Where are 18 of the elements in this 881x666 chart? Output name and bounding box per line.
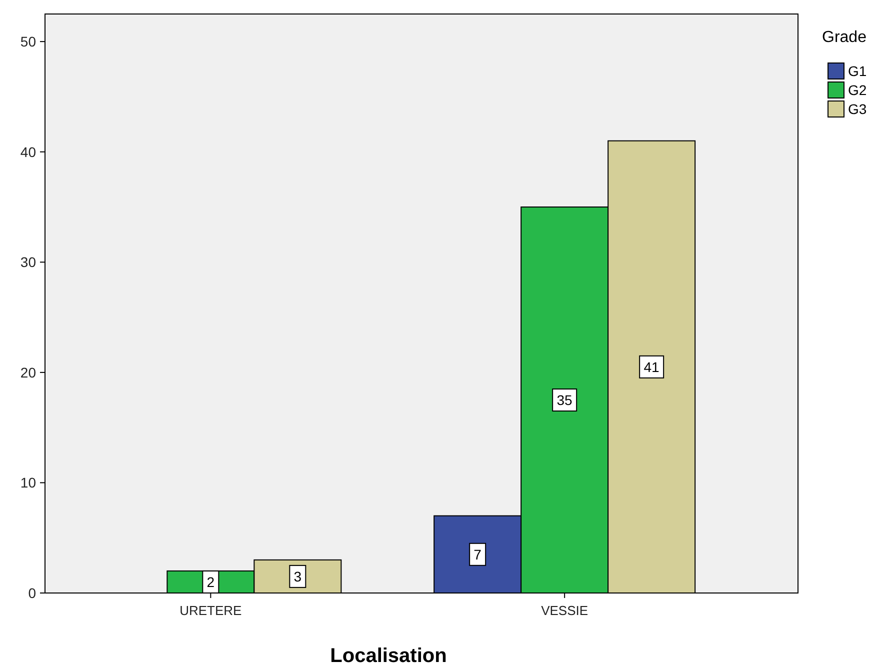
y-tick-label: 30	[20, 254, 36, 270]
x-axis-title: Localisation	[330, 645, 447, 666]
data-label: 35	[556, 392, 573, 408]
data-label: 7	[474, 546, 482, 562]
x-tick-label: URETERE	[180, 603, 242, 618]
y-tick-label: 10	[20, 474, 36, 491]
data-label: 2	[206, 574, 215, 590]
data-label: 3	[294, 568, 302, 584]
data-label: 41	[644, 358, 660, 375]
x-tick-label: VESSIE	[541, 603, 588, 618]
y-tick-label: 50	[20, 34, 36, 50]
legend-label: G3	[848, 101, 867, 117]
legend-label: G2	[848, 82, 867, 98]
y-tick-label: 0	[28, 585, 36, 601]
y-tick-label: 40	[20, 144, 36, 160]
legend-title: Grade	[822, 29, 867, 46]
y-tick-label: 20	[20, 364, 36, 380]
legend-label: G1	[848, 63, 867, 79]
